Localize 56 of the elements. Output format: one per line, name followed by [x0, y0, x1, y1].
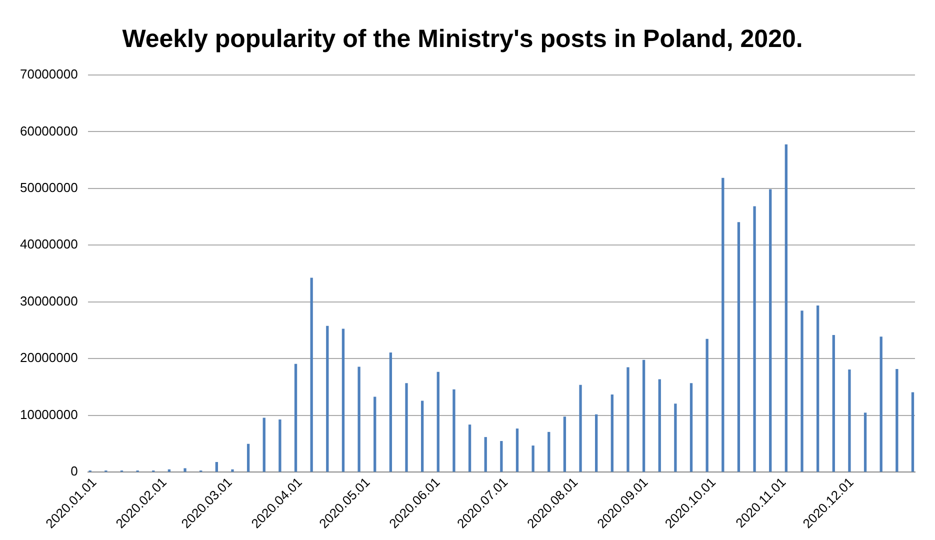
y-tick-label: 60000000 [20, 123, 78, 138]
bar [658, 379, 661, 472]
bar [342, 328, 345, 472]
y-tick-label: 50000000 [20, 180, 78, 195]
bar [880, 336, 882, 472]
bar [595, 414, 598, 472]
bar [784, 144, 788, 472]
bar [246, 444, 250, 472]
chart-title: Weekly popularity of the Ministry's posts in Poland, 2020. [122, 24, 803, 53]
bar [516, 428, 519, 472]
bar [420, 400, 424, 472]
bar [832, 334, 835, 472]
bar [690, 383, 693, 472]
bar [452, 389, 456, 472]
y-tick-label: 40000000 [20, 236, 78, 252]
bar [374, 396, 376, 472]
bar [532, 446, 534, 472]
bar [737, 222, 740, 472]
bar [610, 394, 614, 472]
bar [548, 432, 550, 472]
bar [168, 469, 171, 472]
bar [310, 278, 313, 472]
bar [405, 383, 408, 472]
bar [911, 392, 914, 472]
bar [800, 310, 804, 472]
bar [215, 462, 218, 472]
bar [674, 404, 677, 472]
bar [706, 338, 708, 472]
bar [864, 412, 867, 472]
bar [500, 441, 503, 472]
bar [563, 416, 566, 472]
y-tick-label: 10000000 [20, 406, 78, 422]
bar [642, 360, 646, 472]
bar [722, 178, 724, 472]
bar [184, 468, 186, 472]
bar [626, 367, 630, 472]
bar [484, 437, 487, 472]
bar [389, 352, 392, 472]
bar [848, 370, 851, 472]
y-tick-label: 30000000 [20, 293, 78, 308]
bar [294, 364, 298, 472]
y-tick-label: 70000000 [20, 66, 78, 82]
bar [326, 326, 329, 472]
y-tick-label: 20000000 [20, 350, 78, 366]
bar [816, 305, 820, 472]
bar [262, 418, 266, 472]
bar [896, 368, 898, 472]
bar [278, 419, 282, 472]
y-tick-label: 0 [70, 464, 78, 479]
bar [436, 372, 440, 472]
bar [769, 189, 772, 472]
bar [468, 424, 472, 472]
bar [753, 206, 756, 472]
bar [358, 366, 360, 472]
bar [231, 469, 234, 472]
bar [579, 384, 582, 472]
